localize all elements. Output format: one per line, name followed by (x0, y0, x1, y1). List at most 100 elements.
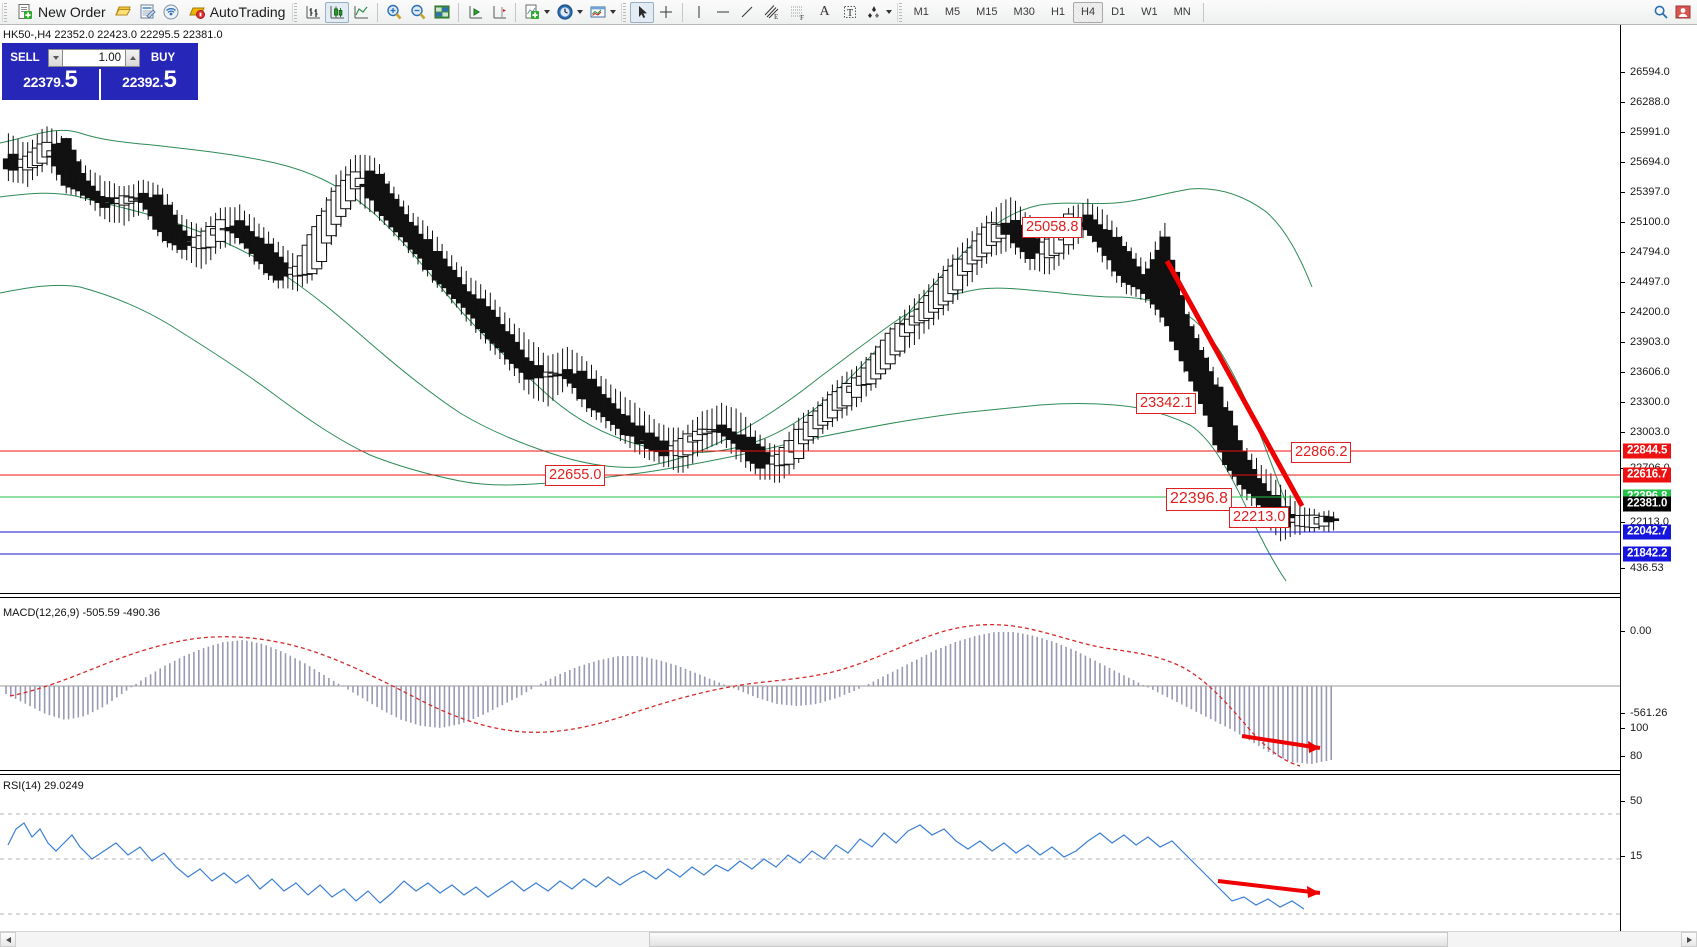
tile-windows-button[interactable] (430, 2, 454, 23)
chevron-down-icon[interactable] (544, 10, 551, 14)
rsi-arrow-head (1307, 886, 1320, 898)
chevron-down-icon-2[interactable] (577, 10, 584, 14)
volume-input[interactable]: 1.00 (63, 48, 125, 67)
signals-button[interactable] (159, 2, 183, 23)
rsi-line (7, 822, 1305, 910)
trendline-button[interactable] (735, 2, 759, 23)
line-chart-button[interactable] (349, 2, 373, 23)
price-tick: 100 (1621, 722, 1648, 734)
macd-canvas (0, 623, 1620, 767)
zoom-out-button[interactable] (406, 2, 430, 23)
toolbar-separator-2 (458, 2, 460, 22)
toolbar-grip-3[interactable] (621, 2, 629, 22)
text-label-button[interactable]: T (838, 2, 862, 23)
sell-price[interactable]: 22379 . 5 (2, 68, 99, 100)
signal-wifi-icon (163, 4, 179, 20)
search-button[interactable] (1650, 2, 1672, 23)
scrollbar-thumb[interactable] (648, 932, 1448, 947)
chevron-down-icon-volume (52, 55, 59, 60)
chart-header-label: HK50-,H4 22352.0 22423.0 22295.5 22381.0 (3, 29, 223, 41)
price-badge-22844: 22844.5 (1623, 443, 1672, 459)
horizontal-scrollbar[interactable] (0, 931, 1697, 947)
account-icon (1675, 5, 1691, 19)
timeframe-m30[interactable]: M30 (1006, 2, 1043, 23)
volume-increment-button[interactable] (125, 48, 140, 67)
bar-chart-button[interactable] (301, 2, 325, 23)
timeframe-mn[interactable]: MN (1166, 2, 1199, 23)
chart-window[interactable]: HK50-,H4 22352.0 22423.0 22295.5 22381.0… (0, 25, 1697, 947)
scrollbar-track[interactable] (16, 932, 1681, 947)
price-plot[interactable]: HK50-,H4 22352.0 22423.0 22295.5 22381.0 (0, 25, 1620, 590)
anno-22866[interactable]: 22866.2 (1291, 442, 1352, 464)
templates-button[interactable] (586, 2, 619, 23)
toolbar-grip-4[interactable] (896, 2, 904, 22)
account-button[interactable] (1672, 2, 1694, 23)
fibonacci-button[interactable]: F (785, 2, 811, 23)
macd-label: MACD(12,26,9) -505.59 -490.36 (3, 607, 161, 619)
toolbar-grip-2[interactable] (292, 2, 300, 22)
buy-button[interactable]: BUY (150, 51, 176, 64)
price-badge-21842: 21842.2 (1623, 546, 1672, 562)
timeframe-m30-label: M30 (1013, 6, 1035, 18)
price-tick: 80 (1621, 750, 1642, 762)
buy-price-dot: . (159, 74, 164, 90)
one-click-trade-panel[interactable]: SELL 1.00 BUY 22379 . 5 (2, 43, 198, 100)
auto-scroll-button[interactable] (463, 2, 487, 23)
price-tick: 25100.0 (1621, 216, 1670, 228)
horizontal-line-button[interactable] (711, 2, 735, 23)
price-tick: 26594.0 (1621, 66, 1670, 78)
candlestick-chart-button[interactable] (325, 1, 350, 23)
equidistant-channel-button[interactable]: E (759, 2, 785, 23)
sell-button[interactable]: SELL (10, 51, 40, 64)
cursor-button[interactable] (630, 1, 655, 23)
zoom-in-button[interactable] (382, 2, 406, 23)
chevron-down-icon-4[interactable] (885, 10, 892, 14)
metaeditor-button[interactable] (135, 2, 159, 23)
periods-button[interactable] (553, 2, 586, 23)
timeframe-m5[interactable]: M5 (937, 2, 968, 23)
timeframe-w1[interactable]: W1 (1133, 2, 1166, 23)
chart-shift-button[interactable] (487, 2, 511, 23)
search-icon (1654, 5, 1668, 19)
timeframe-h4[interactable]: H4 (1073, 1, 1104, 23)
horizontal-line-icon (717, 11, 730, 13)
channel-icon: E (765, 5, 779, 21)
arrow-cursor-icon (639, 6, 648, 18)
anno-22213[interactable]: 22213.0 (1229, 507, 1290, 529)
add-indicator-button[interactable] (520, 2, 553, 23)
price-tick: 24200.0 (1621, 306, 1670, 318)
vertical-line-button[interactable] (687, 2, 711, 23)
expert-advisors-button[interactable] (111, 2, 135, 23)
price-tick: 25397.0 (1621, 186, 1670, 198)
price-scale[interactable]: 26594.0 26288.0 25991.0 25694.0 25397.0 25100… (1620, 25, 1697, 937)
volume-decrement-button[interactable] (48, 48, 63, 67)
anno-22396[interactable]: 22396.8 (1166, 488, 1232, 511)
anno-22655[interactable]: 22655.0 (545, 465, 606, 487)
rsi-arrow-line (1217, 879, 1321, 895)
crosshair-button[interactable] (654, 2, 678, 23)
rsi-plot[interactable]: RSI(14) 29.0249 (0, 780, 1620, 937)
chevron-down-icon-3[interactable] (610, 10, 617, 14)
timeframe-h1[interactable]: H1 (1043, 2, 1073, 23)
anno-25058[interactable]: 25058.8 (1022, 217, 1083, 239)
timeframe-d1[interactable]: D1 (1103, 2, 1133, 23)
auto-scroll-icon (469, 6, 483, 19)
timeframe-m1[interactable]: M1 (906, 2, 937, 23)
divider-macd-rsi-2 (0, 774, 1620, 775)
timeframe-m15[interactable]: M15 (968, 2, 1005, 23)
anno-23342[interactable]: 23342.1 (1136, 393, 1197, 415)
new-order-button[interactable]: New Order (11, 2, 111, 23)
toolbar-grip[interactable] (2, 2, 9, 22)
chevron-up-icon-volume (129, 55, 136, 60)
scroll-right-button[interactable] (1681, 932, 1697, 947)
buy-price[interactable]: 22392 . 5 (99, 68, 198, 100)
macd-plot[interactable]: MACD(12,26,9) -505.59 -490.36 (0, 607, 1620, 780)
price-badge-bid: 22381.0 (1623, 496, 1672, 512)
autotrading-button[interactable]: AutoTrading (183, 2, 291, 23)
svg-text:T: T (847, 8, 853, 19)
text-button[interactable]: A (811, 2, 837, 23)
shapes-button[interactable] (862, 2, 895, 23)
shapes-icon (867, 6, 879, 18)
scroll-left-button[interactable] (0, 932, 16, 947)
timeframe-h1-label: H1 (1050, 6, 1065, 18)
